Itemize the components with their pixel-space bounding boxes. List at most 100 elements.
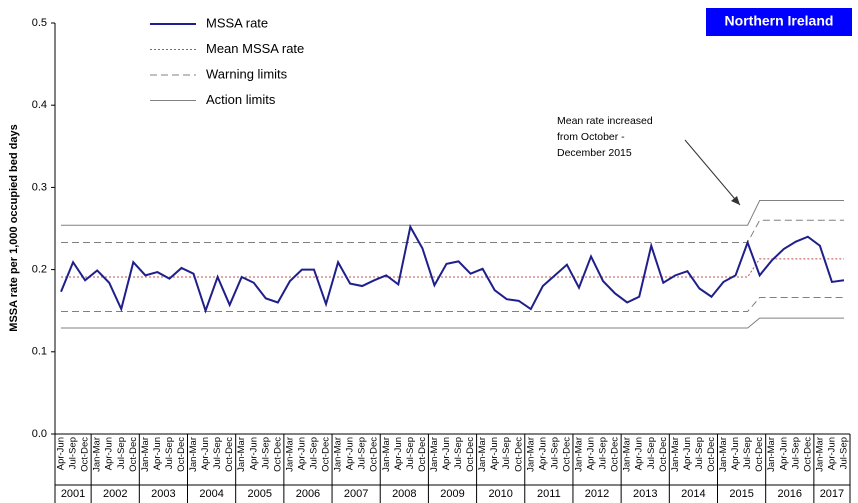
x-tick-label: Apr-Jun [537,437,548,470]
x-tick-label: Jul-Sep [308,437,319,469]
x-tick-label: Jan-Mar [573,437,584,472]
x-tick-label: Jan-Mar [333,437,344,472]
x-tick-label: Jul-Sep [405,437,416,469]
x-tick-label: Jan-Mar [284,437,295,472]
x-tick-label: Apr-Jun [778,437,789,470]
legend-label: MSSA rate [206,15,268,30]
x-tick-label: Jan-Mar [188,437,199,472]
x-tick-label: Oct-Dec [321,437,332,472]
series-line [61,258,844,278]
x-tick-label: Apr-Jun [393,437,404,470]
x-tick-label: Apr-Jun [248,437,259,470]
x-tick-label: Jan-Mar [670,437,681,472]
annotation: December 2015 [557,147,632,159]
x-tick-label: Oct-Dec [80,437,91,472]
x-tick-label: Jul-Sep [116,437,127,469]
x-group-label: 2012 [585,488,609,500]
x-group-label: 2005 [248,488,272,500]
y-tick-label: 0.3 [32,181,47,193]
x-tick-label: Jul-Sep [790,437,801,469]
x-tick-label: Oct-Dec [706,437,717,472]
x-tick-label: Apr-Jun [56,437,67,470]
badge-box [706,8,852,36]
x-tick-label: Apr-Jun [441,437,452,470]
x-tick-label: Oct-Dec [369,437,380,472]
badge: Northern Ireland [725,13,834,29]
x-group-label: 2008 [392,488,416,500]
x-tick-label: Jan-Mar [381,437,392,472]
x-tick-label: Jul-Sep [694,437,705,469]
x-group-label: 2004 [199,488,223,500]
y-tick-label: 0.4 [32,99,47,111]
legend-label: Warning limits [206,66,288,81]
x-group-label: 2007 [344,488,368,500]
x-tick-label: Jan-Mar [814,437,825,472]
x-group-label: 2011 [537,488,561,500]
x-tick-label: Jul-Sep [598,437,609,469]
x-group-label: 2009 [440,488,464,500]
arrow-head [731,196,740,205]
x-tick-label: Jul-Sep [501,437,512,469]
x-tick-label: Oct-Dec [128,437,139,472]
y-tick-label: 0.5 [32,17,47,29]
x-group-label: 2002 [103,488,127,500]
x-tick-label: Jan-Mar [236,437,247,472]
x-tick-label: Oct-Dec [561,437,572,472]
y-tick-label: 0.2 [32,264,47,276]
annotation: from October - [557,131,625,143]
x-tick-label: Oct-Dec [224,437,235,472]
x-tick-label: Oct-Dec [272,437,283,472]
legend-label: Mean MSSA rate [206,41,304,56]
x-tick-label: Apr-Jun [634,437,645,470]
y-tick-label: 0.1 [32,346,47,358]
x-tick-label: Apr-Jun [586,437,597,470]
x-tick-label: Jan-Mar [429,437,440,472]
series-line [61,219,844,243]
series-line [61,317,844,329]
x-tick-label: Apr-Jun [730,437,741,470]
x-group-label: 2016 [778,488,802,500]
x-tick-label: Jul-Sep [838,437,849,469]
x-tick-label: Apr-Jun [152,437,163,470]
x-tick-label: Jul-Sep [453,437,464,469]
x-tick-label: Oct-Dec [465,437,476,472]
series-line [61,297,844,313]
x-group-label: 2010 [488,488,512,500]
x-tick-label: Jan-Mar [718,437,729,472]
x-tick-label: Jan-Mar [477,437,488,472]
x-tick-label: Jul-Sep [646,437,657,469]
annotation: Mean rate increased [557,115,653,127]
x-tick-label: Jul-Sep [549,437,560,469]
x-tick-label: Oct-Dec [417,437,428,472]
x-group-label: 2014 [681,488,705,500]
x-tick-label: Jul-Sep [212,437,223,469]
x-tick-label: Jan-Mar [140,437,151,472]
x-tick-label: Apr-Jun [104,437,115,470]
x-group-label: 2003 [151,488,175,500]
x-group-label: 2013 [633,488,657,500]
x-tick-label: Jan-Mar [622,437,633,472]
x-group-label: 2006 [296,488,320,500]
x-tick-label: Oct-Dec [176,437,187,472]
x-tick-label: Oct-Dec [513,437,524,472]
series-line [61,200,844,226]
y-axis-label: MSSA rate per 1,000 occupied bed days [8,124,20,331]
x-tick-label: Jan-Mar [525,437,536,472]
x-tick-label: Jul-Sep [260,437,271,469]
x-tick-label: Jan-Mar [92,437,103,472]
x-tick-label: Jul-Sep [164,437,175,469]
x-tick-label: Apr-Jun [296,437,307,470]
x-group-label: 2001 [61,488,85,500]
x-group-label: 2017 [820,488,844,500]
series-line [60,224,845,314]
x-tick-label: Jul-Sep [742,437,753,469]
x-tick-label: Apr-Jun [345,437,356,470]
x-group-label: 2015 [729,488,753,500]
annotation-arrow [684,139,741,206]
x-tick-label: Oct-Dec [754,437,765,472]
x-tick-label: Jul-Sep [68,437,79,469]
legend-label: Action limits [206,92,276,107]
x-tick-label: Oct-Dec [610,437,621,472]
x-tick-label: Oct-Dec [658,437,669,472]
